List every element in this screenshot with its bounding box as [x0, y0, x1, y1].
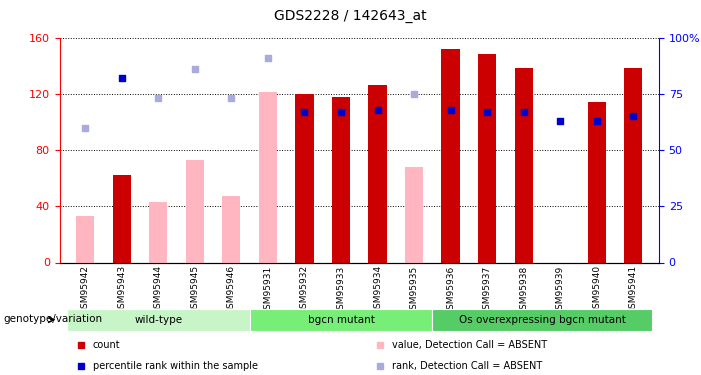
Bar [442, 49, 460, 262]
Text: bgcn mutant: bgcn mutant [308, 315, 374, 325]
Point [628, 113, 639, 119]
Text: rank, Detection Call = ABSENT: rank, Detection Call = ABSENT [393, 361, 543, 371]
Point [262, 55, 273, 61]
FancyBboxPatch shape [433, 309, 652, 331]
Text: value, Detection Call = ABSENT: value, Detection Call = ABSENT [393, 340, 547, 350]
Bar [186, 160, 204, 262]
Bar [624, 68, 643, 262]
Bar [113, 176, 131, 262]
Bar [149, 202, 168, 262]
Bar [369, 86, 387, 262]
FancyBboxPatch shape [67, 309, 250, 331]
Point [335, 109, 346, 115]
Text: percentile rank within the sample: percentile rank within the sample [93, 361, 257, 371]
Point [409, 91, 420, 97]
Point [116, 75, 128, 81]
Bar [295, 94, 313, 262]
Bar [587, 102, 606, 262]
Point [299, 109, 310, 115]
Bar [76, 216, 95, 262]
Point [482, 109, 493, 115]
Bar [222, 196, 240, 262]
Bar [405, 167, 423, 262]
Text: GDS2228 / 142643_at: GDS2228 / 142643_at [274, 9, 427, 23]
Point [445, 106, 456, 112]
Point [226, 95, 237, 101]
Bar [332, 97, 350, 262]
Bar [478, 54, 496, 262]
Point [189, 66, 200, 72]
Point [372, 106, 383, 112]
Text: genotype/variation: genotype/variation [4, 315, 102, 324]
Text: count: count [93, 340, 120, 350]
Point [518, 109, 529, 115]
Point [591, 118, 602, 124]
Point [153, 95, 164, 101]
Point [554, 118, 566, 124]
Text: wild-type: wild-type [134, 315, 182, 325]
Point [79, 124, 90, 130]
FancyBboxPatch shape [250, 309, 433, 331]
Text: Os overexpressing bgcn mutant: Os overexpressing bgcn mutant [458, 315, 625, 325]
Bar [515, 68, 533, 262]
Bar [259, 92, 277, 262]
